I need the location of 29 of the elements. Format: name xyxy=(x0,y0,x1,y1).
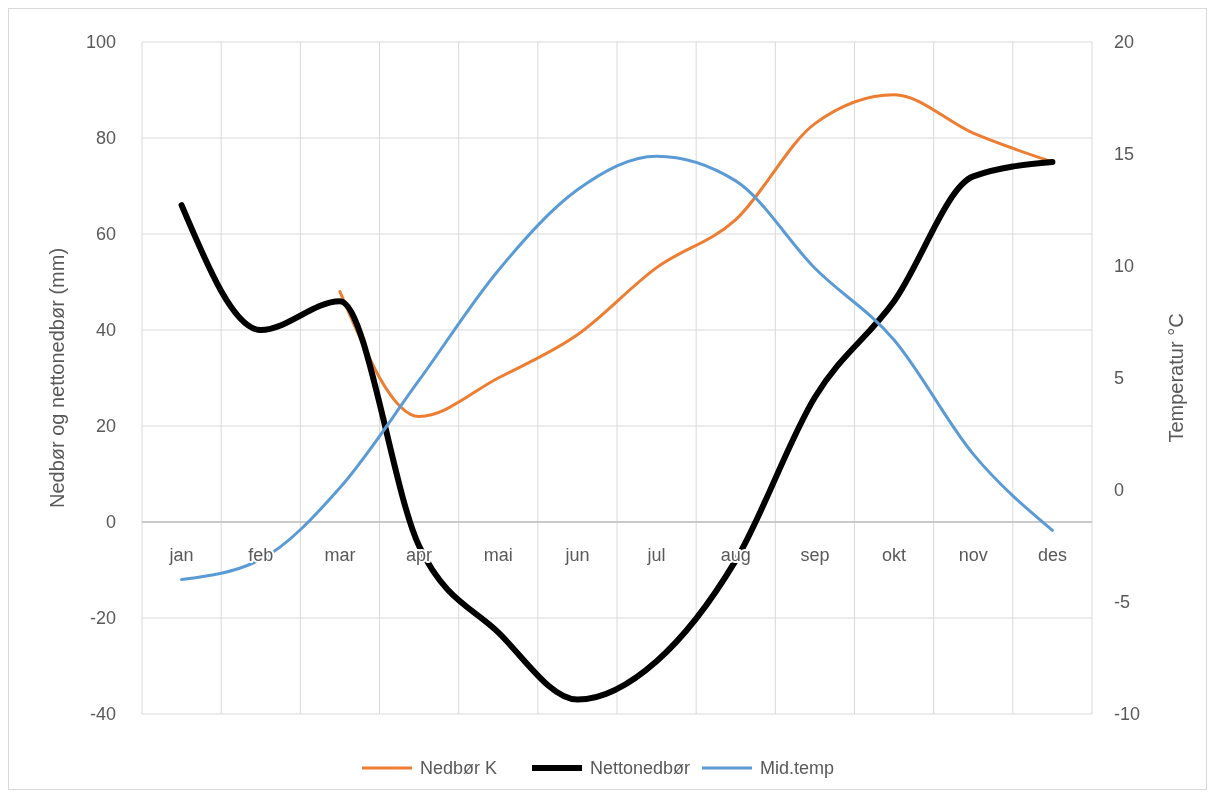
x-tick-label: jun xyxy=(564,545,590,565)
x-tick-label: mai xyxy=(483,545,513,565)
legend-label: Mid.temp xyxy=(760,758,835,778)
y2-tick-label: -5 xyxy=(1114,592,1131,612)
y2-tick-label: 5 xyxy=(1114,368,1125,388)
y-tick-label: -20 xyxy=(89,608,116,628)
x-tick-label: des xyxy=(1037,545,1067,565)
y2-tick-label: -10 xyxy=(1114,704,1141,724)
y-tick-label: 20 xyxy=(95,416,116,436)
y2-tick-label: 0 xyxy=(1114,480,1125,500)
y2-tick-label: 10 xyxy=(1114,256,1135,276)
x-tick-label: mar xyxy=(324,545,356,565)
x-tick-label: jan xyxy=(168,545,194,565)
x-tick-label: nov xyxy=(958,545,988,565)
y-tick-label: 40 xyxy=(95,320,116,340)
legend-label: Nedbør K xyxy=(420,758,498,778)
x-tick-label: sep xyxy=(800,545,830,565)
y2-tick-label: 20 xyxy=(1114,32,1135,52)
y-tick-label: 0 xyxy=(105,512,116,532)
y2-tick-label: 15 xyxy=(1114,144,1135,164)
y-tick-label: 60 xyxy=(95,224,116,244)
y-tick-label: -40 xyxy=(89,704,116,724)
y-tick-label: 100 xyxy=(85,32,116,52)
y2-axis-title: Temperatur °C xyxy=(1165,313,1187,443)
x-tick-label: jul xyxy=(646,545,666,565)
y-tick-label: 80 xyxy=(95,128,116,148)
legend-label: Nettonedbør xyxy=(590,758,691,778)
x-tick-label: okt xyxy=(882,545,907,565)
y-axis-title: Nedbør og nettonedbør (mm) xyxy=(46,247,68,509)
